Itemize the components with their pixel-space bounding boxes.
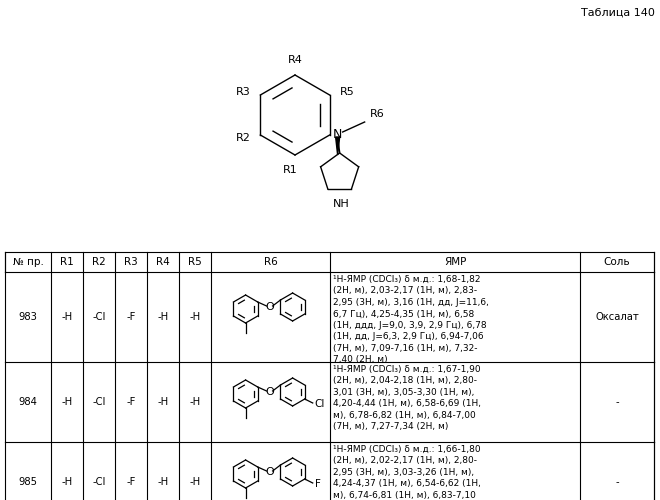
- Text: ¹Н-ЯМР (CDCl₃) δ м.д.: 1,66-1,80
(2Н, м), 2,02-2,17 (1Н, м), 2,80-
2,95 (3Н, м),: ¹Н-ЯМР (CDCl₃) δ м.д.: 1,66-1,80 (2Н, м)…: [333, 445, 481, 500]
- Text: R1: R1: [282, 165, 298, 175]
- Text: R2: R2: [92, 257, 106, 267]
- Text: ЯМР: ЯМР: [444, 257, 467, 267]
- Text: •: •: [335, 136, 340, 144]
- Text: R3: R3: [124, 257, 138, 267]
- Text: -F: -F: [126, 477, 135, 487]
- Text: O: O: [265, 387, 274, 397]
- Text: -F: -F: [126, 397, 135, 407]
- Text: Соль: Соль: [604, 257, 630, 267]
- Text: -H: -H: [157, 477, 168, 487]
- Text: -Cl: -Cl: [92, 312, 106, 322]
- Text: -H: -H: [61, 477, 73, 487]
- Text: NH: NH: [333, 199, 350, 209]
- Text: R6: R6: [264, 257, 277, 267]
- Text: R3: R3: [236, 87, 250, 97]
- Text: № пр.: № пр.: [13, 257, 44, 267]
- Text: R4: R4: [288, 55, 302, 65]
- Text: R1: R1: [60, 257, 74, 267]
- Text: R5: R5: [188, 257, 201, 267]
- Text: -H: -H: [61, 397, 73, 407]
- Text: 983: 983: [18, 312, 38, 322]
- Text: ¹Н-ЯМР (CDCl₃) δ м.д.: 1,68-1,82
(2Н, м), 2,03-2,17 (1Н, м), 2,83-
2,95 (3Н, м),: ¹Н-ЯМР (CDCl₃) δ м.д.: 1,68-1,82 (2Н, м)…: [333, 275, 489, 364]
- Text: O: O: [265, 302, 274, 312]
- Polygon shape: [336, 137, 340, 155]
- Text: 985: 985: [18, 477, 38, 487]
- Text: Таблица 140: Таблица 140: [581, 8, 655, 18]
- Text: N: N: [333, 128, 343, 141]
- Text: -Cl: -Cl: [92, 397, 106, 407]
- Text: -H: -H: [157, 312, 168, 322]
- Text: O: O: [265, 467, 274, 477]
- Text: -: -: [615, 477, 619, 487]
- Text: R4: R4: [156, 257, 170, 267]
- Text: R2: R2: [236, 133, 250, 143]
- Text: Cl: Cl: [315, 399, 325, 409]
- Text: -H: -H: [157, 397, 168, 407]
- Text: R5: R5: [340, 87, 354, 97]
- Text: -: -: [615, 397, 619, 407]
- Text: R6: R6: [370, 109, 384, 119]
- Text: F: F: [315, 479, 321, 489]
- Text: -Cl: -Cl: [92, 477, 106, 487]
- Text: -H: -H: [189, 477, 200, 487]
- Text: 984: 984: [18, 397, 38, 407]
- Text: ¹Н-ЯМР (CDCl₃) δ м.д.: 1,67-1,90
(2Н, м), 2,04-2,18 (1Н, м), 2,80-
3,01 (3Н, м),: ¹Н-ЯМР (CDCl₃) δ м.д.: 1,67-1,90 (2Н, м)…: [333, 365, 482, 431]
- Text: -H: -H: [189, 397, 200, 407]
- Text: Оксалат: Оксалат: [595, 312, 639, 322]
- Text: -F: -F: [126, 312, 135, 322]
- Text: -H: -H: [189, 312, 200, 322]
- Text: -H: -H: [61, 312, 73, 322]
